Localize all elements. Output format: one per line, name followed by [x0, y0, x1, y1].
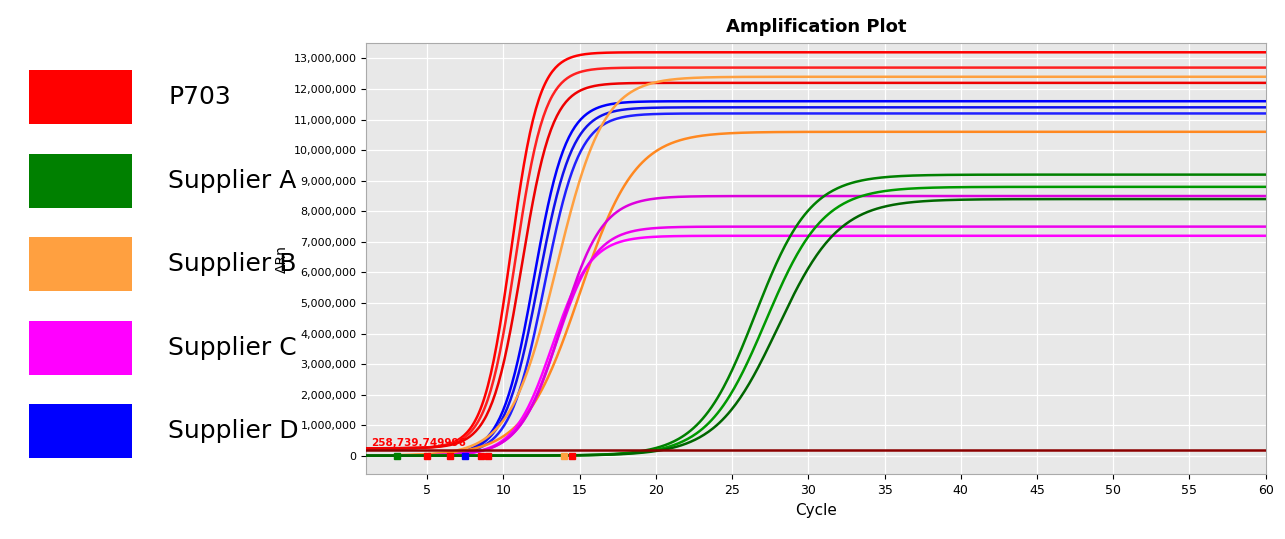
Text: Supplier A: Supplier A	[168, 169, 297, 192]
X-axis label: Cycle: Cycle	[795, 502, 837, 517]
FancyBboxPatch shape	[30, 154, 132, 208]
FancyBboxPatch shape	[30, 70, 132, 124]
Text: Supplier C: Supplier C	[168, 336, 297, 360]
Y-axis label: ΔRn: ΔRn	[275, 245, 289, 273]
Title: Amplification Plot: Amplification Plot	[726, 18, 906, 36]
Text: Supplier D: Supplier D	[168, 419, 299, 443]
FancyBboxPatch shape	[30, 321, 132, 375]
FancyBboxPatch shape	[30, 404, 132, 458]
Text: P703: P703	[168, 85, 231, 109]
FancyBboxPatch shape	[30, 237, 132, 291]
Text: 258,739.749996: 258,739.749996	[371, 439, 465, 448]
Text: Supplier B: Supplier B	[168, 252, 297, 276]
